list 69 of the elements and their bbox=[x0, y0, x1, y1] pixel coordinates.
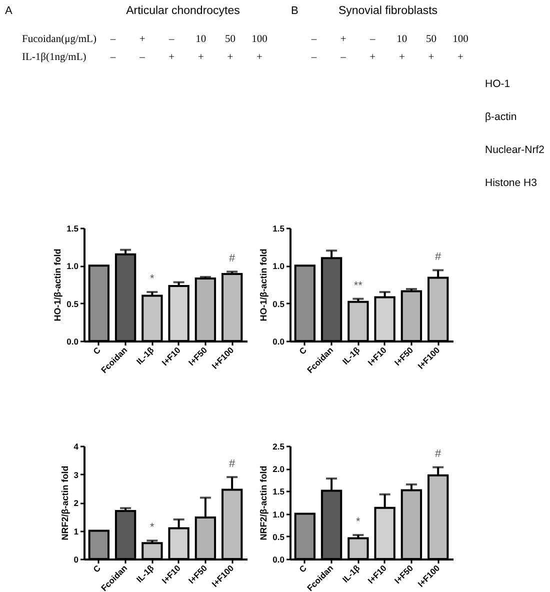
category-label: Nuclear-Nrf2 bbox=[485, 144, 545, 156]
text: 100 bbox=[452, 34, 468, 45]
text: B bbox=[291, 5, 298, 17]
annotation: * bbox=[150, 522, 156, 534]
y-tick-label: 0 bbox=[74, 554, 79, 564]
y-tick-label: 0.5 bbox=[272, 298, 285, 309]
y-tick-label: 0.0 bbox=[66, 336, 79, 346]
y-tick-label: 3 bbox=[74, 470, 79, 480]
annotation: # bbox=[435, 448, 442, 460]
text: + bbox=[370, 52, 376, 63]
y-axis-title: NRF2/β-actin fold bbox=[60, 466, 70, 540]
text: – bbox=[340, 52, 346, 63]
text: Synovial fibroblasts bbox=[338, 5, 438, 17]
y-tick-label: 4 bbox=[74, 442, 79, 452]
annotation: # bbox=[229, 458, 236, 470]
x-tick-label: C bbox=[297, 344, 308, 356]
text: + bbox=[139, 34, 146, 45]
category-label: Histone H3 bbox=[485, 177, 537, 189]
y-axis-title: HO-1/β-actin fold bbox=[52, 248, 63, 322]
y-tick-label: 2 bbox=[74, 498, 79, 508]
text: + bbox=[340, 34, 346, 45]
y-tick-label: 1.5 bbox=[272, 224, 285, 234]
text: 50 bbox=[224, 34, 236, 45]
y-axis-title: HO-1/β-actin fold bbox=[258, 248, 269, 322]
y-tick-label: 2.5 bbox=[272, 442, 285, 452]
text: – bbox=[110, 52, 116, 63]
category-label: β-actin bbox=[485, 111, 517, 123]
text: – bbox=[311, 34, 317, 45]
text: A bbox=[5, 5, 13, 17]
text: + bbox=[168, 52, 175, 63]
text: Articular chondrocytes bbox=[126, 5, 240, 17]
y-tick-label: 0.5 bbox=[66, 298, 79, 309]
y-tick-label: 0.0 bbox=[272, 554, 285, 564]
text: – bbox=[370, 34, 376, 45]
x-tick-label: C bbox=[91, 562, 102, 574]
text: + bbox=[227, 52, 234, 63]
y-tick-label: 1.5 bbox=[272, 486, 285, 497]
category-label: HO-1 bbox=[485, 78, 510, 90]
annotation: # bbox=[435, 251, 442, 264]
y-tick-label: 1 bbox=[74, 526, 79, 536]
text: + bbox=[458, 52, 464, 63]
text: + bbox=[428, 52, 434, 63]
annotation: ** bbox=[354, 280, 364, 292]
y-tick-label: 1.0 bbox=[272, 261, 285, 272]
text: + bbox=[398, 52, 405, 63]
text: – bbox=[140, 52, 145, 63]
x-tick-label: C bbox=[91, 344, 102, 356]
y-tick-label: 1.5 bbox=[66, 224, 79, 234]
text: – bbox=[110, 34, 116, 45]
category-label: IL-1β(1ng/mL) bbox=[22, 52, 86, 63]
annotation: * bbox=[150, 273, 156, 286]
annotation: * bbox=[356, 516, 362, 528]
text: 100 bbox=[252, 34, 268, 45]
y-axis-title: NRF2/β-actin fold bbox=[258, 466, 269, 540]
text: 10 bbox=[396, 34, 408, 45]
text: + bbox=[256, 52, 262, 63]
text: 10 bbox=[196, 34, 206, 45]
y-tick-label: 1.0 bbox=[272, 509, 285, 520]
text: – bbox=[311, 52, 317, 63]
y-tick-label: 2.0 bbox=[272, 464, 285, 474]
text: 50 bbox=[426, 34, 436, 45]
x-tick-label: C bbox=[297, 562, 308, 574]
y-tick-label: 0.0 bbox=[272, 336, 285, 346]
text: + bbox=[198, 52, 204, 63]
text: – bbox=[168, 34, 174, 45]
annotation: # bbox=[229, 252, 236, 265]
y-tick-label: 1.0 bbox=[66, 261, 79, 272]
category-label: Fucoidan(μg/mL) bbox=[22, 34, 96, 45]
y-tick-label: 0.5 bbox=[272, 532, 285, 542]
